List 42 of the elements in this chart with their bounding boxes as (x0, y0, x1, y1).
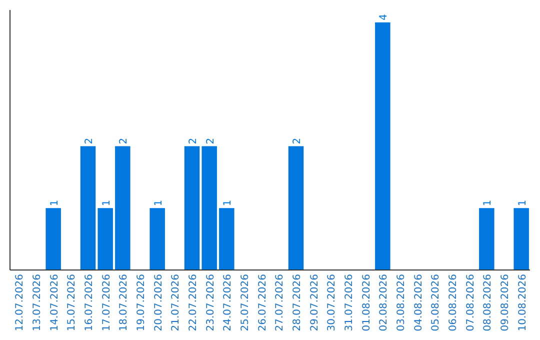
x-tick-label: 01.08.2026 (361, 274, 372, 332)
data-label: 2 (118, 138, 130, 144)
x-tick-label: 15.07.2026 (66, 274, 78, 332)
x-tick-label: 23.07.2026 (205, 274, 216, 332)
x-tick-label: 03.08.2026 (396, 274, 407, 332)
x-tick-label: 13.07.2026 (32, 274, 43, 332)
data-label: 1 (222, 200, 234, 206)
x-tick-label: 07.08.2026 (465, 274, 476, 332)
data-label: 4 (378, 14, 390, 20)
x-tick-label: 14.07.2026 (49, 274, 60, 332)
data-label: 1 (482, 200, 494, 206)
data-label: 1 (101, 200, 112, 206)
x-tick-label: 20.07.2026 (153, 274, 164, 332)
x-tick-label: 04.08.2026 (413, 274, 424, 332)
x-tick-label: 27.07.2026 (274, 274, 286, 332)
x-tick-label: 19.07.2026 (136, 274, 147, 332)
x-tick-label: 31.07.2026 (344, 274, 355, 332)
x-tick-label: 10.08.2026 (517, 274, 528, 332)
x-tick-label: 09.08.2026 (500, 274, 511, 332)
x-tick-label: 26.07.2026 (257, 274, 268, 332)
data-label: 2 (84, 138, 95, 144)
x-tick-label: 17.07.2026 (101, 274, 112, 332)
x-tick-label: 06.08.2026 (448, 274, 459, 332)
x-tick-label: 05.08.2026 (430, 274, 442, 332)
data-label: 2 (188, 138, 199, 144)
data-label: 1 (153, 200, 164, 206)
data-label: 2 (292, 138, 303, 144)
x-tick-label: 02.08.2026 (378, 274, 390, 332)
x-tick-label: 18.07.2026 (118, 274, 130, 332)
data-label: 1 (517, 200, 528, 206)
x-tick-label: 29.07.2026 (309, 274, 320, 332)
data-label: 1 (49, 200, 60, 206)
x-tick-label: 28.07.2026 (292, 274, 303, 332)
x-tick-label: 24.07.2026 (222, 274, 234, 332)
x-tick-label: 25.07.2026 (240, 274, 251, 332)
data-label: 2 (205, 138, 216, 144)
x-tick-label: 08.08.2026 (482, 274, 494, 332)
x-tick-label: 21.07.2026 (170, 274, 182, 332)
x-tick-label: 30.07.2026 (326, 274, 338, 332)
x-tick-label: 12.07.2026 (14, 274, 26, 332)
x-tick-label: 16.07.2026 (84, 274, 95, 332)
x-tick-label: 22.07.2026 (188, 274, 199, 332)
